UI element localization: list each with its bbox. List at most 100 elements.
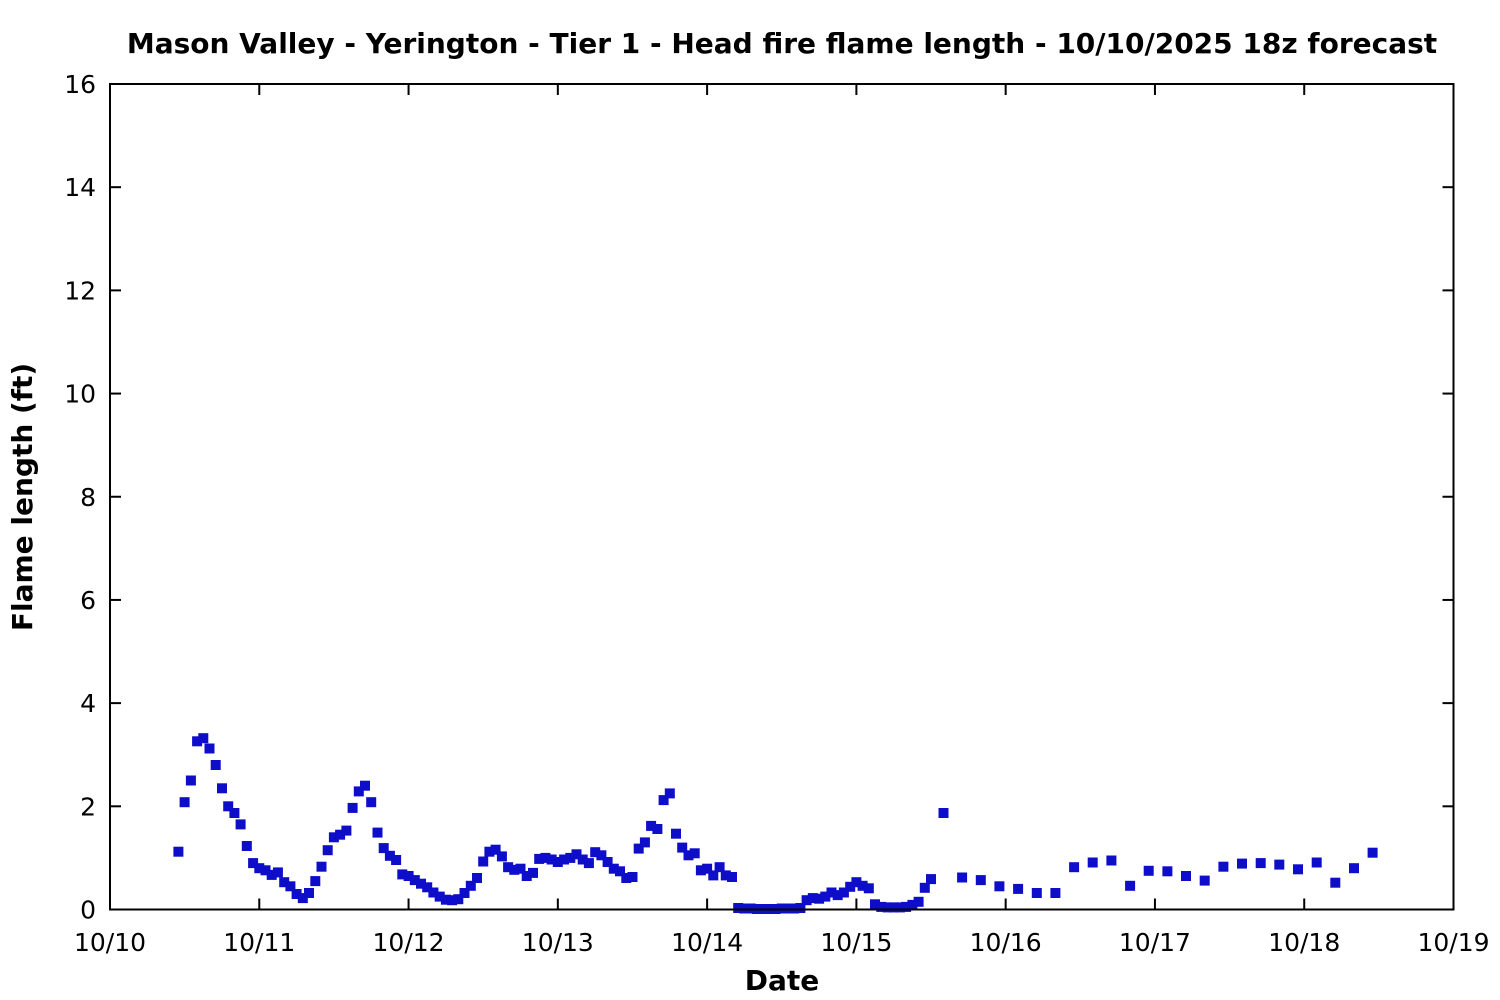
data-point-marker [838,887,849,898]
data-point-marker [316,861,327,872]
data-point-marker [608,863,619,874]
data-point-marker [820,891,831,902]
data-point-marker [185,775,196,786]
data-point-marker [807,893,818,904]
data-point-marker [720,870,731,881]
data-point-marker [1330,877,1341,888]
data-point-marker [1274,859,1285,870]
data-point-marker [590,847,601,858]
data-point-marker [1367,847,1378,858]
data-point-marker [453,894,464,905]
data-point-marker [565,852,576,863]
data-point-marker [1181,871,1191,881]
data-point-marker [583,858,594,869]
data-point-marker [465,880,476,891]
data-point-marker [223,801,234,812]
data-point-marker [1050,888,1061,898]
data-point-marker [633,843,644,854]
data-point-marker [503,862,514,873]
data-point-marker [322,845,333,856]
data-point-marker [683,850,694,861]
data-point-marker [639,837,650,848]
data-point-marker [217,783,227,794]
x-tick-label: 10/19 [1417,928,1489,957]
data-point-marker [291,889,302,899]
x-tick-label: 10/11 [223,928,295,957]
data-point-marker [615,866,625,877]
data-point-marker [851,877,862,888]
data-point-marker [913,896,924,907]
data-point-marker [1293,864,1303,875]
y-tick-label: 10 [64,380,96,409]
data-point-marker [173,846,184,857]
data-point-marker [596,850,607,861]
data-point-marker [347,802,358,813]
data-point-marker [646,820,657,831]
data-point-marker [1143,865,1154,876]
data-point-marker [832,890,843,901]
data-point-marker [254,863,265,874]
data-point-marker [826,887,837,898]
data-point-marker [422,882,433,893]
data-point-marker [714,862,725,873]
data-point-marker [727,872,737,882]
x-tick-label: 10/18 [1268,928,1340,957]
x-tick-label: 10/14 [671,928,743,957]
y-tick-label: 6 [80,586,96,615]
axis-ticks [109,83,1455,911]
plot-border [109,83,1455,911]
data-point-marker [677,842,688,853]
data-point-marker [894,902,905,913]
axis-tick-labels: 10/10 10/11 10/12 10/13 10/14 10/15 10/16 10/17… [64,70,1489,957]
data-point-marker [733,903,744,913]
data-point-marker [447,895,458,906]
data-point-marker [328,832,339,843]
y-tick-label: 14 [64,173,96,202]
data-point-marker [472,873,482,883]
data-point-marker [695,865,706,876]
data-point-marker [621,873,632,883]
x-tick-label: 10/16 [970,928,1042,957]
data-points [173,733,1378,914]
data-point-marker [509,864,520,875]
data-point-marker [1349,863,1359,874]
data-point-marker [210,760,221,770]
data-point-marker [795,903,806,913]
data-point-marker [179,797,190,808]
data-point-marker [341,825,352,836]
data-point-marker [528,867,538,878]
data-point-marker [335,829,346,840]
data-point-marker [204,743,215,754]
x-tick-label: 10/10 [74,928,146,957]
y-tick-label: 8 [80,483,96,512]
data-point-marker [1162,866,1173,877]
data-point-marker [870,899,880,910]
data-point-marker [814,893,825,904]
data-point-marker [521,871,532,881]
data-point-marker [552,857,563,867]
data-point-marker [1031,888,1042,898]
data-point-marker [658,795,669,806]
data-point-marker [702,863,713,874]
x-tick-label: 10/17 [1119,928,1191,957]
data-point-marker [459,888,470,898]
data-point-marker [1255,858,1266,869]
x-axis-label: Date [745,964,820,997]
data-point-marker [515,863,526,874]
data-point-marker [1199,875,1210,886]
data-point-marker [310,876,321,887]
data-point-marker [534,853,545,864]
data-point-marker [671,828,681,839]
data-point-marker [403,871,414,881]
data-point-marker [1237,858,1247,869]
data-point-marker [440,894,451,905]
data-point-marker [484,846,495,857]
data-point-marker [801,895,812,906]
data-point-marker [938,808,949,818]
data-point-marker [577,854,588,865]
data-point-marker [926,874,936,885]
data-point-marker [409,875,420,886]
data-point-marker [571,849,582,860]
data-point-marker [490,844,501,855]
